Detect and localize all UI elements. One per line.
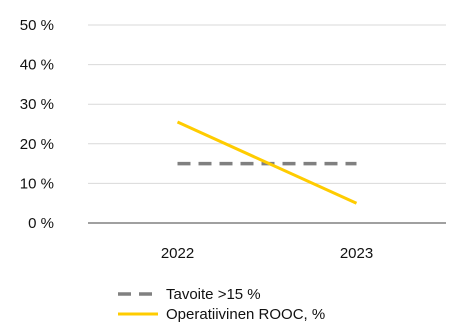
x-tick-labels: 2022 2023 [161, 245, 373, 262]
y-tick-labels: 0 % 10 % 20 % 30 % 40 % 50 % [20, 17, 54, 232]
x-tick-label: 2022 [161, 245, 194, 262]
y-tick-label: 0 % [28, 215, 54, 232]
legend: Tavoite >15 % Operatiivinen ROOC, % [118, 286, 325, 323]
y-tick-label: 30 % [20, 96, 54, 113]
series-lines [176, 120, 358, 205]
y-tick-label: 10 % [20, 175, 54, 192]
gridlines [88, 24, 446, 184]
y-tick-label: 40 % [20, 57, 54, 74]
legend-label: Tavoite >15 % [166, 286, 261, 303]
y-tick-label: 20 % [20, 136, 54, 153]
series-line-1 [176, 120, 358, 205]
legend-label: Operatiivinen ROOC, % [166, 306, 325, 323]
x-tick-label: 2023 [340, 245, 373, 262]
y-tick-label: 50 % [20, 17, 54, 34]
